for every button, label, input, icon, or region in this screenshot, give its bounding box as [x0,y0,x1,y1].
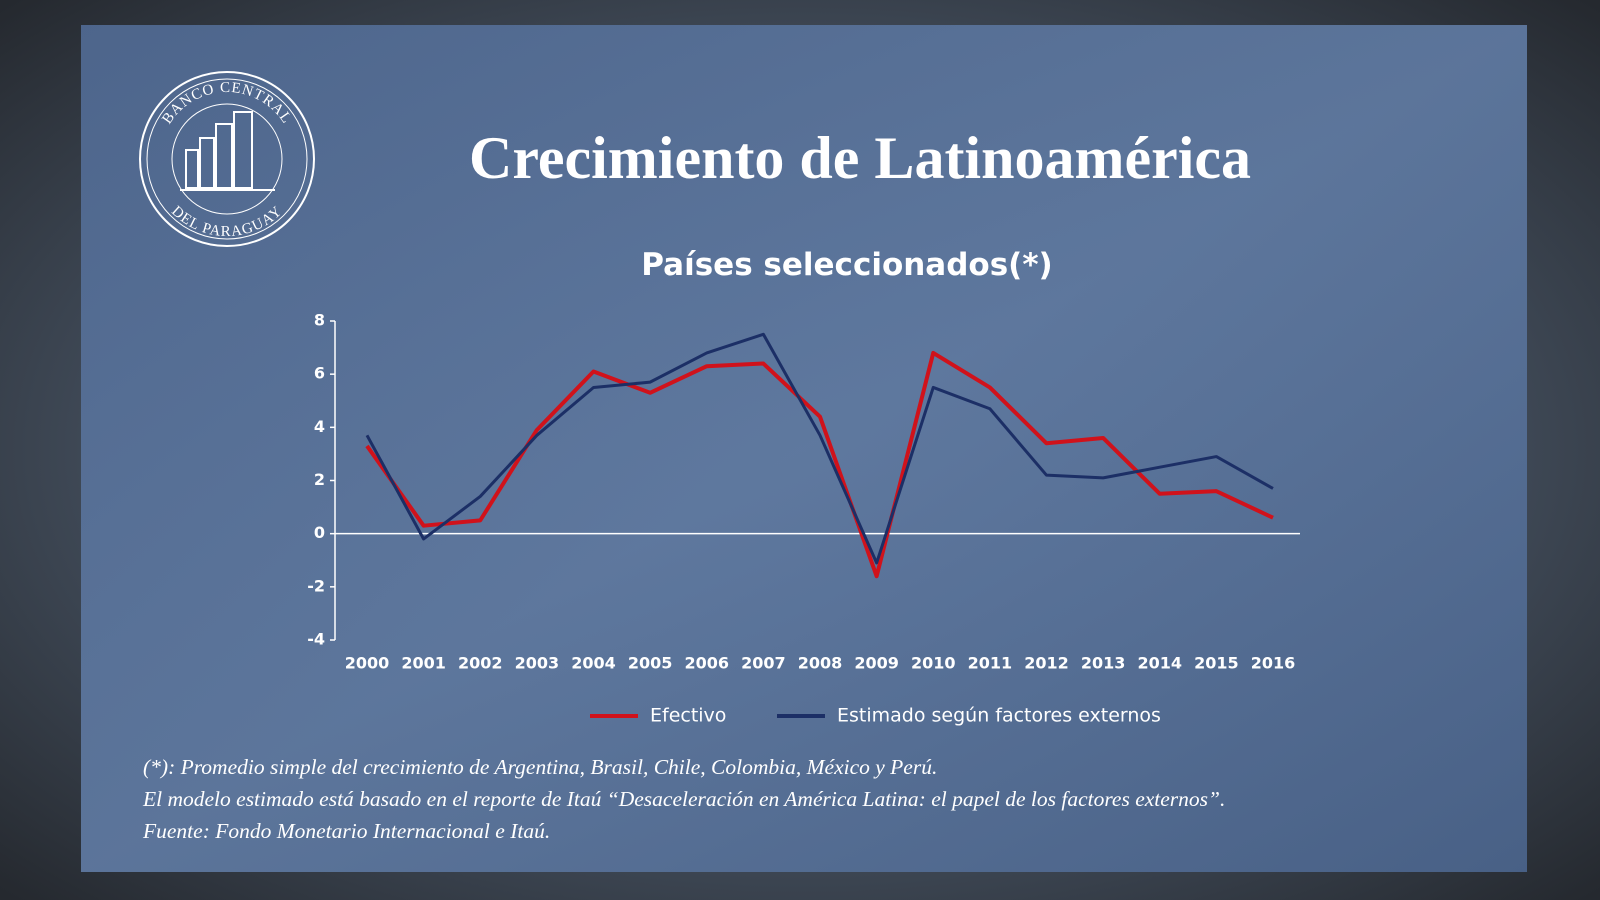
x-tick-label: 2013 [1081,654,1126,673]
x-tick-label: 2001 [401,654,446,673]
note: Fuente: Fondo Monetario Internacional e … [142,819,550,843]
legend-label: Efectivo [650,705,726,727]
x-tick-label: 2007 [741,654,786,673]
x-tick-label: 2005 [628,654,673,673]
y-tick-label: 2 [314,470,325,489]
series-line [365,350,1274,579]
note: El modelo estimado está basado en el rep… [142,787,1225,811]
x-tick-label: 2012 [1024,654,1069,673]
chart-title: Países seleccionados(*) [641,247,1052,283]
x-tick-label: 2003 [515,654,560,673]
series-line [365,332,1274,565]
x-tick-label: 2000 [345,654,390,673]
y-tick-label: 6 [314,364,325,383]
panel [81,25,1527,872]
x-tick-label: 2002 [458,654,503,673]
x-tick-label: 2015 [1194,654,1239,673]
y-tick-label: -2 [307,576,325,595]
legend-label: Estimado según factores externos [837,705,1161,727]
y-tick-label: 4 [314,417,325,436]
y-tick-label: 8 [314,311,325,330]
slide-title: Crecimiento de Latinoamérica [469,125,1251,191]
x-tick-label: 2006 [684,654,729,673]
note: (*): Promedio simple del crecimiento de … [143,755,937,779]
x-tick-label: 2016 [1251,654,1296,673]
x-tick-label: 2008 [798,654,843,673]
x-tick-label: 2014 [1137,654,1182,673]
x-tick-label: 2011 [968,654,1013,673]
y-tick-label: 0 [314,523,325,542]
y-tick-label: -4 [307,630,325,649]
x-tick-label: 2010 [911,654,956,673]
x-tick-label: 2009 [854,654,899,673]
x-tick-label: 2004 [571,654,616,673]
